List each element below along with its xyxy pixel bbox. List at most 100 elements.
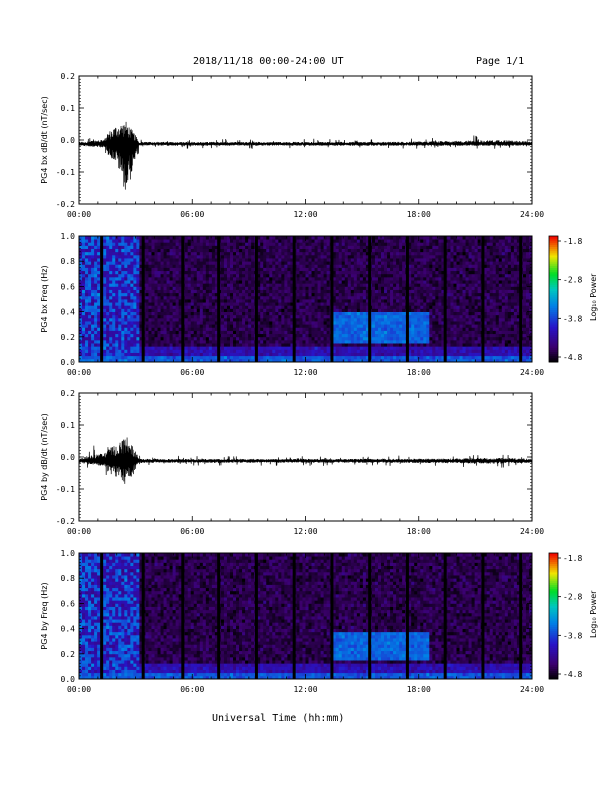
spectrogram-cell [402,292,406,297]
spectrogram-cell [305,317,309,322]
spectrogram-cell [211,349,216,353]
spectrogram-cell [338,242,343,246]
spectrogram-cell [202,355,207,360]
spectrogram-cell [323,295,328,300]
spectrogram-cell [103,324,107,328]
spectrogram-cell [169,289,174,294]
spectrogram-cell [121,286,125,290]
spectrogram-cell [435,236,439,240]
spectrogram-cell [266,336,270,341]
spectrogram-cell [136,321,140,325]
spectrogram-cell [260,317,264,322]
spectrogram-cell [85,352,89,357]
spectrogram-cell [139,321,143,325]
spectrogram-cell [426,339,430,344]
spectrogram-cell [423,352,427,357]
spectrogram-cell [281,349,285,353]
spectrogram-cell [112,324,116,328]
spectrogram-cell [236,321,240,325]
spectrogram-cell [169,264,174,268]
spectrogram-cell [411,355,415,360]
spectrogram-cell [236,273,240,278]
spectrogram-cell [163,308,167,312]
spectrogram-cell [387,254,391,259]
spectrogram-cell [169,311,174,316]
spectrogram-cell [275,254,279,259]
spectrogram-cell [199,317,204,322]
spectrogram-cell [326,355,331,360]
spectrogram-cell [208,299,213,303]
spectrogram-cell [242,289,246,294]
spectrogram-cell [266,317,270,322]
spectrogram-cell [245,352,249,357]
spectrogram-cell [320,245,325,249]
spectrogram-cell [359,355,364,360]
spectrogram-cell [166,305,170,309]
spectrogram-cell [429,358,433,363]
spectrogram-cell [402,295,406,300]
spectrogram-cell [175,236,180,240]
spectrogram-cell [272,283,276,287]
spectrogram-cell [139,299,143,303]
spectrogram-cell [332,286,337,290]
spectrogram-cell [441,283,445,287]
spectrogram-cell [160,261,164,265]
spectrogram-cell [381,317,385,322]
spectrogram-cell [320,305,325,309]
spectrogram-cell [281,317,285,322]
spectrogram-cell [160,264,164,268]
spectrogram-cell [236,343,240,347]
spectrogram-cell [438,264,442,268]
spectrogram-cell [387,299,391,303]
spectrogram-cell [160,239,164,243]
spectrogram-cell [344,324,349,328]
spectrogram-cell [157,280,161,284]
spectrogram-cell [97,286,101,290]
spectrogram-cell [172,261,177,265]
spectrogram-cell [106,317,110,322]
spectrogram-cell [435,276,439,281]
spectrogram-cell [371,258,376,262]
spectrogram-cell [208,245,213,249]
spectrogram-cell [257,358,261,363]
spectrogram-cell [205,330,210,335]
spectrogram-cell [233,346,237,350]
spectrogram-cell [408,267,412,272]
spectrogram-cell [184,321,189,325]
spectrogram-cell [335,311,340,316]
spectrogram-cell [115,248,119,253]
spectrogram-cell [438,245,442,249]
spectrogram-cell [175,305,180,309]
spectrogram-cell [393,261,397,265]
spectrogram-cell [402,245,406,249]
spectrogram-cell [332,251,337,256]
spectrogram-cell [245,251,249,256]
spectrogram-cell [106,286,110,290]
spectrogram-cell [338,276,343,281]
spectrogram-cell [387,308,391,312]
spectrogram-cell [341,254,346,259]
spectrogram-cell [417,261,421,265]
spectrogram-cell [302,267,306,272]
spectrogram-cell [199,311,204,316]
spectrogram-cell [85,239,89,243]
spectrogram-cell [411,239,415,243]
spectrogram-cell [344,314,349,319]
spectrogram-cell [97,355,101,360]
spectrogram-cell [124,355,128,360]
spectrogram-cell [263,336,267,341]
spectrogram-cell [323,280,328,284]
spectrogram-cell [281,336,285,341]
spectrogram-cell [202,286,207,290]
spectrogram-cell [151,327,155,331]
spectrogram-cell [211,358,216,363]
spectrogram-cell [371,321,376,325]
spectrogram-cell [109,292,113,297]
spectrogram-cell [248,327,252,331]
spectrogram-cell [396,242,400,246]
spectrogram-cell [88,352,92,357]
spectrogram-cell [226,358,231,363]
spectrogram-cell [199,283,204,287]
spectrogram-cell [139,289,143,294]
spectrogram-cell [139,302,143,306]
